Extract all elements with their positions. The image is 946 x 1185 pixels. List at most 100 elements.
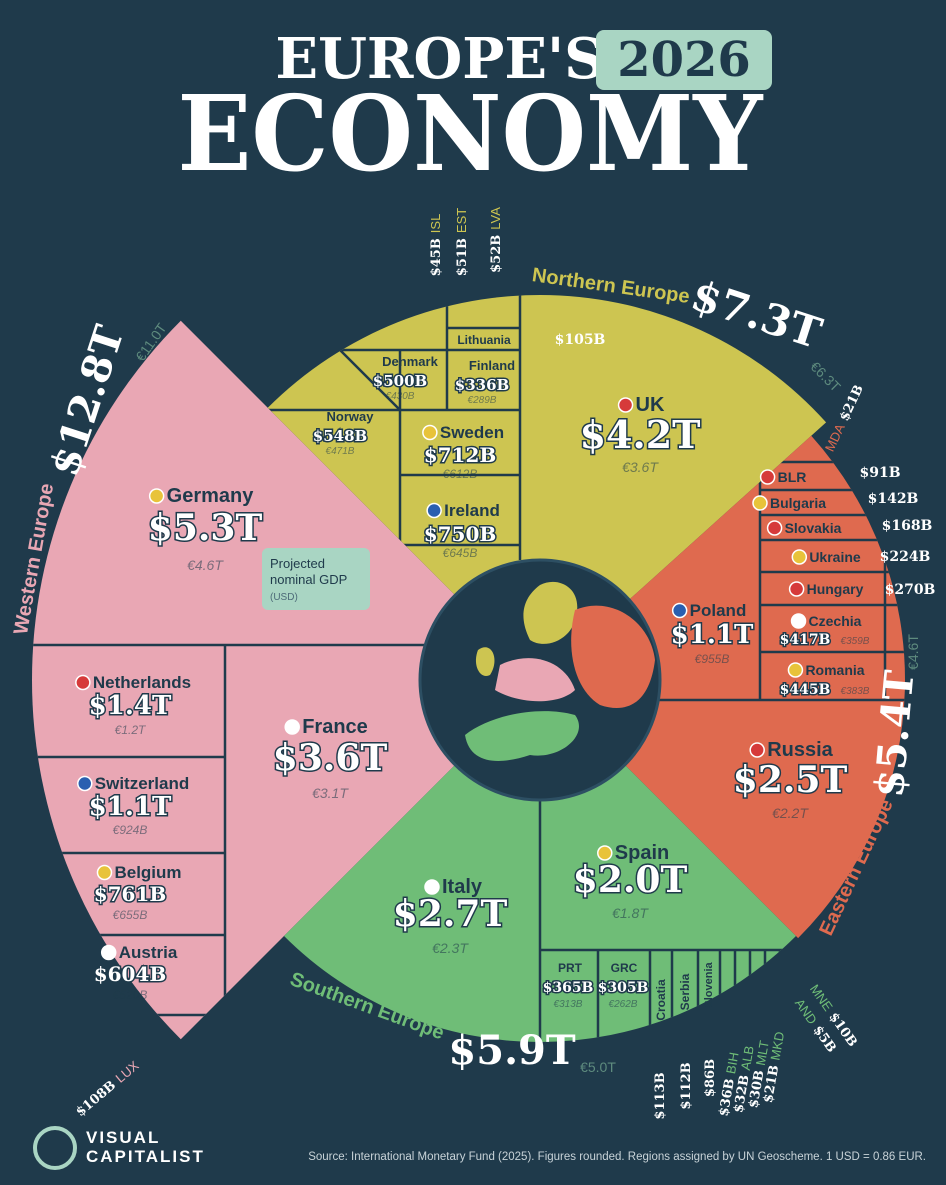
- country-usd: $548B: [313, 427, 367, 445]
- region-total: $5.4T: [866, 668, 924, 799]
- globe-north: [523, 581, 578, 644]
- outside-value: $30B: [746, 1069, 767, 1109]
- flag: [284, 719, 300, 735]
- country-eur: €955B: [695, 652, 730, 666]
- outside-value: $168B: [882, 518, 933, 534]
- country-name: BLR: [778, 469, 807, 485]
- small-country: $30B MLT: [745, 1039, 773, 1109]
- outside-value: $51B: [455, 238, 470, 276]
- outside-value: $112B: [679, 1062, 694, 1109]
- small-country: $32B ALB: [730, 1045, 758, 1114]
- flag: [787, 662, 804, 678]
- country-name: Poland: [690, 601, 747, 620]
- year: 2026: [617, 32, 751, 88]
- country-usd: $305B: [598, 980, 649, 996]
- country-eur: €612B: [443, 467, 478, 481]
- country-usd: $604B: [94, 962, 167, 986]
- small-country: $45B ISL: [428, 214, 444, 277]
- country-usd: $3.6T: [273, 737, 388, 779]
- legend-box: [262, 548, 370, 610]
- logo-mark: [33, 1126, 77, 1170]
- country-usd: $750B: [424, 522, 497, 546]
- country-eur: €3.1T: [312, 785, 349, 801]
- country-name: Italy: [442, 876, 483, 898]
- outside-value: $36B: [717, 1077, 738, 1117]
- country-eur: €1.8T: [612, 905, 649, 921]
- globe-uk: [475, 647, 495, 676]
- country-name: Netherlands: [93, 673, 191, 692]
- country-name: GRC: [611, 961, 638, 975]
- globe-south: [465, 711, 579, 761]
- country-usd: $336B: [455, 376, 509, 394]
- legend-text: nominal GDP: [270, 572, 347, 587]
- flag: [96, 864, 113, 881]
- small-country: $36B BIH: [716, 1051, 743, 1118]
- country-eur: €645B: [443, 546, 478, 560]
- country-usd: $2.0T: [573, 859, 688, 901]
- logo-text: CAPITALIST: [86, 1147, 205, 1166]
- outside-value: $105B: [555, 332, 606, 348]
- country-name: Denmark: [382, 354, 438, 369]
- country-name: Belgium: [114, 863, 181, 882]
- region-total: $5.9T: [448, 1027, 575, 1074]
- country-eur: €4.6T: [187, 557, 224, 573]
- outside-value: $52B: [489, 235, 504, 273]
- country-eur: €655B: [113, 908, 148, 922]
- small-country: $21B MKD: [760, 1030, 788, 1104]
- country-name: Germany: [167, 485, 255, 507]
- country-name: Russia: [767, 739, 833, 761]
- country-usd: $761B: [94, 882, 167, 906]
- country-eur: €313B: [554, 999, 583, 1010]
- title-line2: ECONOMY: [178, 72, 765, 195]
- flag: [597, 845, 613, 861]
- flag: [788, 581, 805, 597]
- country-name: Spain: [615, 842, 669, 864]
- globe-west: [495, 658, 575, 702]
- outside-value: $21B: [761, 1064, 782, 1104]
- northern-region: [267, 295, 827, 680]
- outside-value: $86B: [703, 1059, 718, 1097]
- flag: [766, 520, 783, 536]
- flag: [75, 674, 91, 691]
- country-name: PRT: [558, 961, 583, 975]
- country-code: ALB: [738, 1045, 757, 1072]
- flag: [424, 879, 440, 895]
- flag: [790, 613, 807, 629]
- flag: [100, 944, 117, 961]
- eastern-region: [540, 435, 906, 939]
- globe-east: [571, 605, 655, 708]
- region-eur: €5.0T: [580, 1059, 616, 1075]
- flag: [77, 775, 93, 792]
- outside-value: $270B: [885, 582, 936, 598]
- country-name: Hungary: [807, 581, 864, 597]
- country-name: UK: [636, 394, 665, 416]
- country-usd: $365B: [543, 980, 594, 996]
- year-badge: [596, 30, 772, 90]
- country-eur: €383B: [841, 686, 870, 697]
- country-eur: €3.6T: [622, 459, 659, 475]
- country-name: Slovenia: [703, 962, 715, 1008]
- country-eur: €359B: [841, 636, 870, 647]
- country-code: ISL: [428, 214, 443, 234]
- country-name: Croatia: [654, 979, 668, 1021]
- flag: [752, 495, 768, 511]
- country-code: MLT: [753, 1039, 772, 1066]
- flag: [148, 488, 165, 504]
- western-dividers: [32, 643, 440, 1040]
- country-usd: $500B: [373, 372, 427, 390]
- flag: [791, 549, 808, 565]
- country-name: Finland: [469, 358, 515, 373]
- region-eur: €4.6T: [905, 634, 921, 670]
- country-usd: $2.7T: [393, 893, 508, 935]
- country-name: Lithuania: [457, 333, 511, 347]
- country-eur: €924B: [113, 823, 148, 837]
- country-name: Sweden: [440, 423, 504, 442]
- country-usd: $2.5T: [733, 759, 848, 801]
- country-eur: €2.3T: [432, 940, 469, 956]
- outside-value: $91B: [859, 465, 900, 481]
- legend-text: (USD): [270, 592, 298, 603]
- outside-value: $32B: [731, 1074, 752, 1114]
- country-name: Ireland: [444, 501, 500, 520]
- country-code: MKD: [767, 1030, 787, 1061]
